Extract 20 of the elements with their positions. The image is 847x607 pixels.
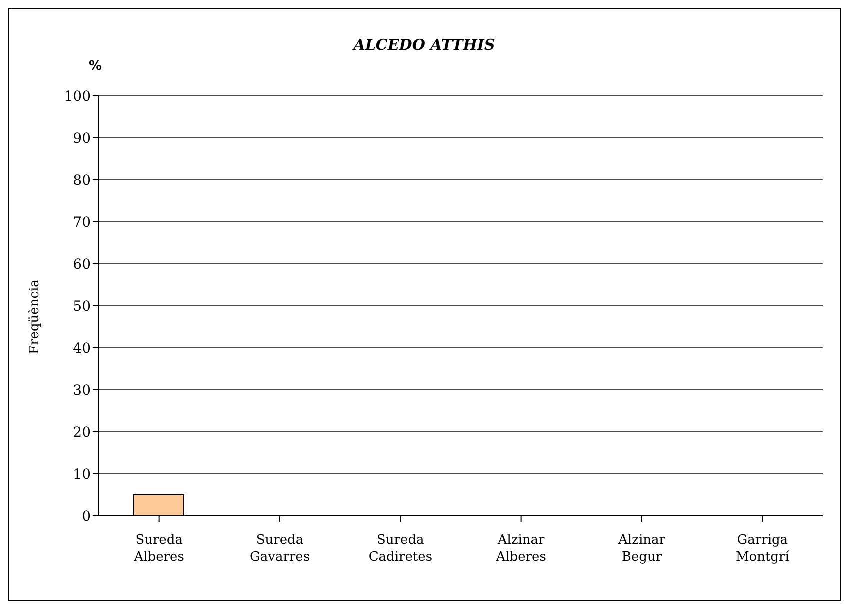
x-tick-label: Garriga Montgrí [736, 533, 790, 565]
x-tick-label: Sureda Gavarres [250, 533, 310, 565]
y-tick-label: 60 [73, 256, 91, 273]
y-tick-label: 50 [73, 298, 91, 315]
y-tick-label: 90 [73, 130, 91, 147]
x-tick-label: Alzinar Alberes [495, 533, 546, 565]
x-tick-label: Sureda Cadiretes [368, 533, 433, 565]
x-tick-label: Alzinar Begur [618, 533, 666, 565]
y-tick-label: 80 [73, 172, 91, 189]
y-tick-label: 0 [82, 508, 91, 525]
y-tick-label: 40 [73, 340, 91, 357]
y-axis-title: Freqüència [28, 280, 42, 354]
y-tick-label: 100 [64, 88, 91, 105]
x-tick-label: Sureda Alberes [133, 533, 184, 565]
chart-title: ALCEDO ATTHIS [352, 36, 496, 54]
y-tick-label: 70 [73, 214, 91, 231]
y-tick-label: 30 [73, 382, 91, 399]
text: % [89, 59, 102, 74]
y-tick-label: 20 [73, 424, 91, 441]
y-tick-label: 10 [73, 466, 91, 483]
